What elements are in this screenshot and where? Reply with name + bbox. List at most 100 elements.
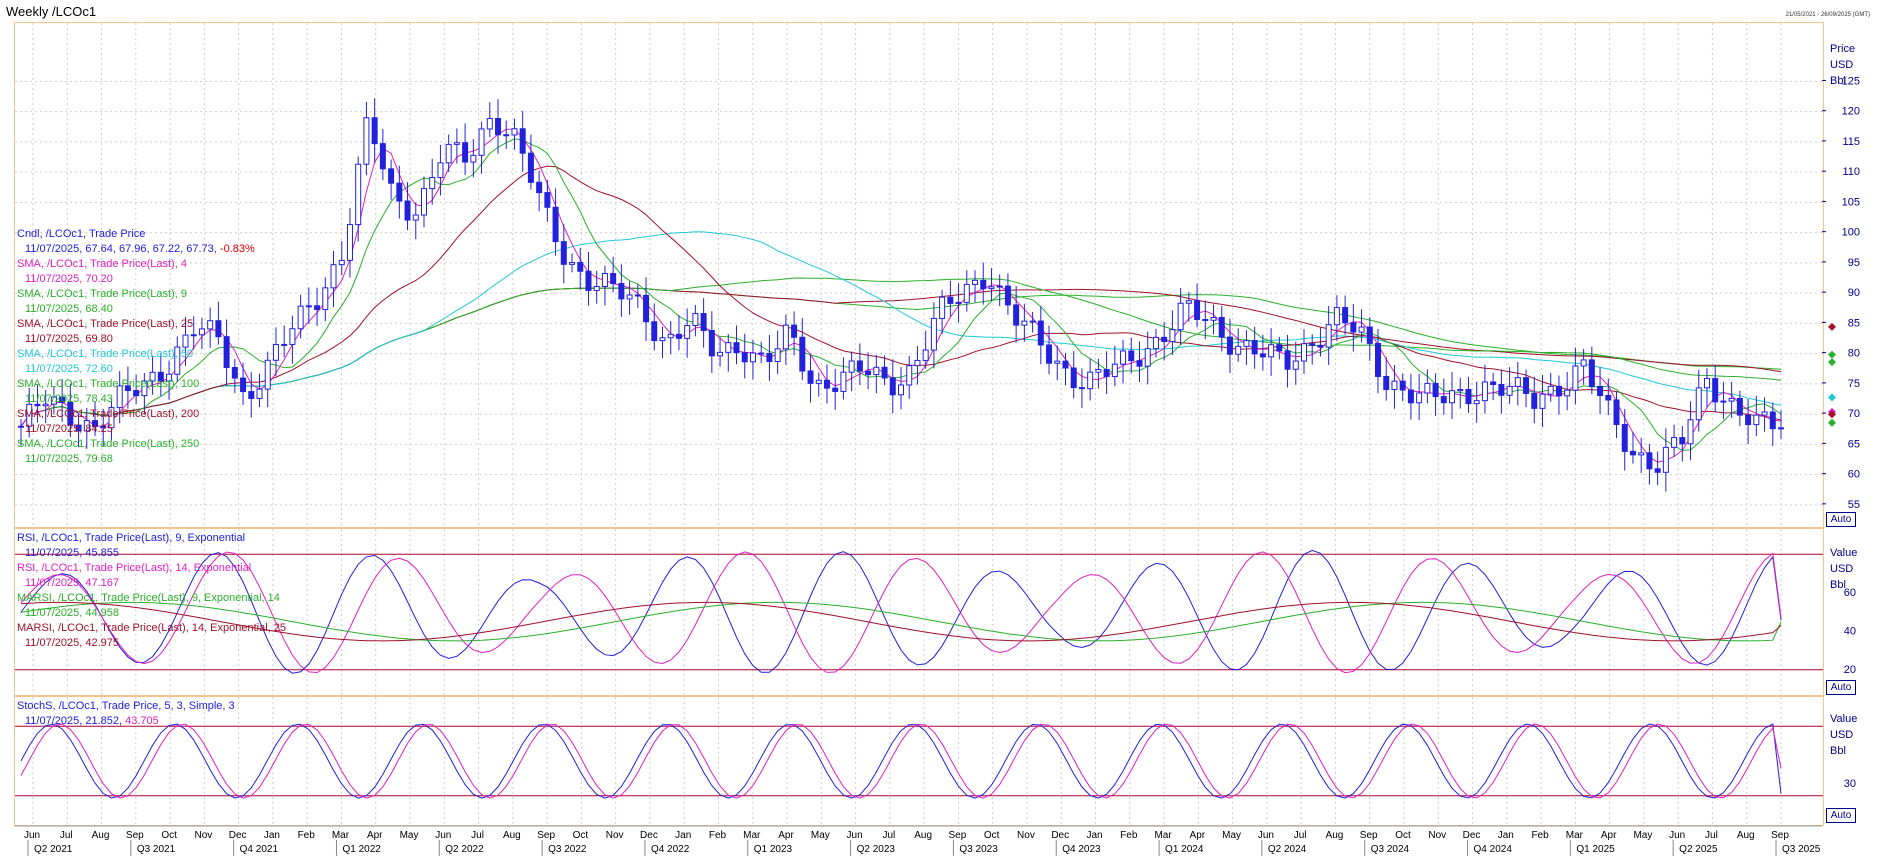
price-auto-button[interactable]: Auto — [1826, 512, 1856, 527]
candle-body — [708, 330, 715, 357]
legend-name[interactable]: RSI, /LCOc1, Trade Price(Last), 9, Expon… — [17, 532, 246, 544]
legend-name[interactable]: RSI, /LCOc1, Trade Price(Last), 14, Expo… — [17, 562, 252, 574]
candle-body — [264, 359, 271, 390]
candle-body — [1703, 378, 1710, 389]
quarter-tick-label: Q4 2023 — [1062, 844, 1101, 855]
price-unit-label: USD — [1830, 59, 1853, 71]
candle-body — [832, 387, 839, 392]
month-tick-label: Aug — [92, 830, 110, 841]
candle-body — [1440, 396, 1447, 404]
candle-body — [610, 272, 617, 284]
candle-body — [1523, 377, 1530, 394]
legend-value: 11/07/2025, 45.855 — [25, 547, 119, 559]
month-tick-label: Jun — [847, 830, 863, 841]
candle-body — [437, 162, 444, 179]
month-tick-label: Nov — [194, 830, 212, 841]
legend-name[interactable]: SMA, /LCOc1, Trade Price(Last), 100 — [17, 378, 200, 390]
candle-body — [980, 279, 987, 290]
candle-body — [256, 388, 263, 399]
price-tick-label: 65 — [1848, 438, 1860, 450]
quarter-tick-label: Q1 2024 — [1165, 844, 1204, 855]
month-tick-label: Feb — [1120, 830, 1138, 841]
candle-body — [429, 177, 436, 190]
legend-name[interactable]: StochS, /LCOc1, Trade Price, 5, 3, Simpl… — [17, 700, 235, 712]
candle-body — [198, 328, 205, 336]
candle-body — [363, 117, 370, 165]
stoch-unit-label: USD — [1830, 729, 1853, 741]
month-tick-label: Nov — [606, 830, 624, 841]
legend-name[interactable]: SMA, /LCOc1, Trade Price(Last), 25 — [17, 318, 194, 330]
candle-body — [947, 296, 954, 304]
candle-body — [248, 391, 255, 399]
legend-name[interactable]: Cndl, /LCOc1, Trade Price — [17, 228, 146, 240]
legend-name[interactable]: SMA, /LCOc1, Trade Price(Last), 200 — [17, 408, 200, 420]
rsi-tick-label: 60 — [1844, 587, 1856, 599]
month-tick-label: Jan — [264, 830, 280, 841]
legend-name[interactable]: SMA, /LCOc1, Trade Price(Last), 4 — [17, 258, 187, 270]
candle-body — [462, 142, 469, 163]
candle-body — [174, 346, 181, 375]
candle-body — [700, 313, 707, 332]
price-pane[interactable]: Cndl, /LCOc1, Trade Price 11/07/2025, 67.… — [14, 22, 1824, 528]
sma-line-4 — [20, 128, 1782, 463]
candle-body — [223, 336, 230, 369]
last-value-marker — [1828, 322, 1836, 331]
legend-value: 11/07/2025, 69.80 — [25, 333, 113, 345]
quarter-tick-label: Q2 2022 — [445, 844, 484, 855]
candle-body — [478, 128, 485, 156]
candle-body — [856, 360, 863, 372]
stoch-legend: StochS, /LCOc1, Trade Price, 5, 3, Simpl… — [17, 699, 235, 729]
legend-name[interactable]: MARSI, /LCOc1, Trade Price(Last), 14, Ex… — [17, 622, 287, 634]
candle-body — [445, 143, 452, 164]
candle-body — [939, 296, 946, 319]
month-tick-label: Feb — [298, 830, 316, 841]
price-unit-label: Bbl — [1830, 75, 1846, 87]
month-tick-label: May — [811, 830, 830, 841]
candle-body — [1605, 394, 1612, 401]
legend-value: 11/07/2025, 79.68 — [25, 453, 113, 465]
legend-name[interactable]: SMA, /LCOc1, Trade Price(Last), 50 — [17, 348, 194, 360]
candle-body — [1243, 340, 1250, 347]
candle-body — [1564, 389, 1571, 397]
candle-body — [972, 279, 979, 285]
month-tick-label: Jan — [1086, 830, 1102, 841]
quarter-tick-label: Q2 2023 — [857, 844, 896, 855]
candle-body — [1490, 381, 1497, 385]
candle-body — [1712, 378, 1719, 403]
candle-body — [1325, 324, 1332, 348]
candle-body — [1309, 343, 1316, 346]
candle-body — [1358, 326, 1365, 333]
candle-body — [149, 371, 156, 382]
last-value-marker — [1828, 393, 1836, 402]
candle-body — [1276, 344, 1283, 352]
candle-body — [667, 333, 674, 339]
quarter-tick-label: Q2 2024 — [1268, 844, 1307, 855]
candle-body — [388, 168, 395, 184]
price-tick-label: 85 — [1848, 317, 1860, 329]
stoch-pane[interactable]: StochS, /LCOc1, Trade Price, 5, 3, Simpl… — [14, 696, 1824, 826]
month-tick-label: Jun — [435, 830, 451, 841]
candle-body — [297, 305, 304, 330]
legend-name[interactable]: SMA, /LCOc1, Trade Price(Last), 9 — [17, 288, 187, 300]
month-tick-label: Dec — [229, 830, 247, 841]
month-tick-label: Oct — [161, 830, 177, 841]
legend-value: 11/07/2025, 70.20 — [25, 273, 113, 285]
candle-body — [1671, 437, 1678, 448]
candle-body — [881, 366, 888, 379]
candle-body — [1761, 411, 1768, 416]
candle-body — [486, 118, 493, 130]
candle-body — [1572, 365, 1579, 391]
rsi-auto-button[interactable]: Auto — [1826, 680, 1856, 695]
stoch-auto-button[interactable]: Auto — [1826, 808, 1856, 823]
candle-body — [1004, 285, 1011, 306]
quarter-tick-label: Q3 2023 — [959, 844, 998, 855]
month-tick-label: Sep — [1771, 830, 1789, 841]
legend-name[interactable]: SMA, /LCOc1, Trade Price(Last), 250 — [17, 438, 200, 450]
osc-line-1 — [20, 723, 1782, 799]
candle-body — [1481, 381, 1488, 402]
rsi-pane[interactable]: RSI, /LCOc1, Trade Price(Last), 9, Expon… — [14, 528, 1824, 696]
candle-body — [1375, 342, 1382, 378]
legend-name[interactable]: MARSI, /LCOc1, Trade Price(Last), 9, Exp… — [17, 592, 280, 604]
month-tick-label: Jul — [1294, 830, 1307, 841]
candle-body — [404, 200, 411, 221]
